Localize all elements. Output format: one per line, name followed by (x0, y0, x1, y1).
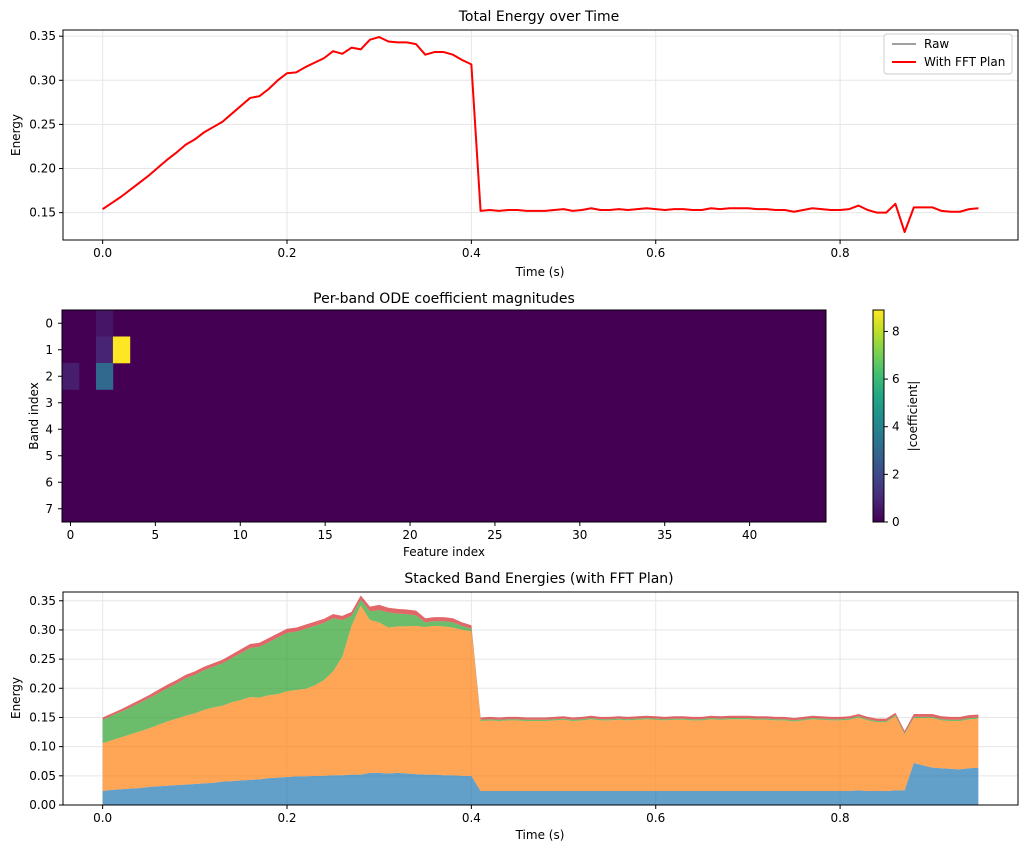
colorbar-tick-label: 6 (892, 372, 900, 386)
x-axis-label: Feature index (403, 545, 485, 559)
colorbar-tick-label: 2 (892, 467, 900, 481)
y-tick-label: 0.30 (29, 73, 56, 87)
y-tick-label: 0 (45, 316, 53, 330)
heatmap-cell (112, 336, 131, 364)
y-tick-label: 0.15 (29, 206, 56, 220)
x-tick-label: 0.8 (831, 246, 850, 260)
x-axis-label: Time (s) (515, 828, 565, 842)
energy-line-panel: Total Energy over Time 0.0 0.2 0.4 0.6 0.8 0… (9, 9, 1019, 279)
y-tick-label: 2 (45, 369, 53, 383)
x-tick-label: 0.4 (462, 811, 481, 825)
y-axis-label: Band index (27, 382, 41, 449)
series-line-raw (102, 36, 979, 233)
x-tick-label: 0 (67, 528, 75, 542)
heatmap-cell (62, 363, 80, 390)
x-tick-label: 0.6 (646, 811, 665, 825)
x-tick-label: 0.0 (93, 811, 112, 825)
x-tick-label: 0.6 (646, 246, 665, 260)
x-tick-label: 40 (742, 528, 757, 542)
band-area-0 (102, 762, 979, 805)
colorbar-tick-label: 8 (892, 324, 900, 338)
y-tick-label: 0.25 (29, 652, 56, 666)
y-axis-label: Energy (9, 677, 23, 719)
heatmap-cell (95, 363, 114, 390)
x-tick-label: 0.2 (277, 246, 296, 260)
x-axis-label: Time (s) (515, 265, 565, 279)
legend: Raw With FFT Plan (883, 33, 1013, 75)
heatmap-cell (95, 310, 114, 337)
y-tick-label: 0.35 (29, 29, 56, 43)
y-axis-label: Energy (9, 114, 23, 156)
y-tick-label: 4 (45, 422, 53, 436)
legend-label-fft: With FFT Plan (924, 55, 1005, 69)
stacked-energy-panel: Stacked Band Energies (with FFT Plan) 0.… (9, 571, 1019, 842)
colorbar-tick-label: 0 (892, 515, 900, 529)
y-tick-label: 0.00 (29, 798, 56, 812)
y-tick-label: 0.25 (29, 117, 56, 131)
band-area-1 (102, 605, 979, 791)
x-tick-label: 15 (318, 528, 333, 542)
y-tick-label: 0.20 (29, 681, 56, 695)
colorbar-label: |coefficient| (906, 381, 920, 452)
plot-frame (62, 591, 1019, 806)
x-tick-label: 30 (572, 528, 587, 542)
y-tick-label: 0.35 (29, 594, 56, 608)
heatmap-background (62, 310, 826, 522)
y-tick-label: 6 (45, 475, 53, 489)
y-tick-label: 3 (45, 396, 53, 410)
x-tick-label: 35 (657, 528, 672, 542)
y-tick-label: 0.05 (29, 769, 56, 783)
x-tick-label: 0.2 (277, 811, 296, 825)
chart-title: Total Energy over Time (458, 9, 620, 25)
x-tick-label: 0.0 (93, 246, 112, 260)
x-tick-label: 5 (152, 528, 160, 542)
x-tick-label: 0.8 (831, 811, 850, 825)
x-tick-label: 25 (487, 528, 502, 542)
colorbar-tick-label: 4 (892, 420, 900, 434)
y-tick-label: 7 (45, 502, 53, 516)
y-tick-label: 0.20 (29, 162, 56, 176)
series-line-fft (102, 36, 979, 234)
y-tick-label: 0.15 (29, 710, 56, 724)
x-tick-label: 10 (233, 528, 248, 542)
x-tick-label: 20 (402, 528, 417, 542)
plot-frame (62, 29, 1019, 241)
heatmap-frame (61, 309, 827, 523)
heatmap-title: Per-band ODE coefficient magnitudes (313, 291, 575, 307)
band-area-2 (102, 599, 979, 744)
y-tick-label: 0.10 (29, 740, 56, 754)
stacked-title: Stacked Band Energies (with FFT Plan) (404, 571, 673, 587)
y-tick-label: 1 (45, 343, 53, 357)
x-tick-label: 0.4 (462, 246, 481, 260)
colorbar (872, 309, 885, 523)
heatmap-cell (95, 336, 114, 364)
coefficient-heatmap-panel: Per-band ODE coefficient magnitudes 0 5 10… (27, 291, 920, 559)
y-tick-label: 5 (45, 449, 53, 463)
legend-label-raw: Raw (924, 37, 949, 51)
y-tick-label: 0.30 (29, 623, 56, 637)
